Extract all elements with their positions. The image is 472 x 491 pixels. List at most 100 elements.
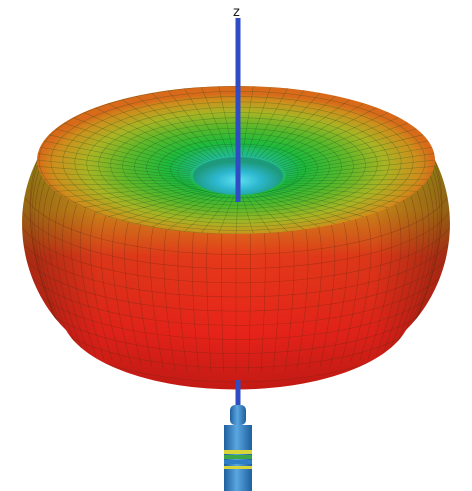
- mesh-radial: [218, 86, 235, 157]
- mesh-radial: [274, 188, 389, 208]
- antenna-tip: [230, 405, 246, 425]
- mesh-meridian: [408, 170, 441, 337]
- mesh-radial: [48, 182, 193, 186]
- mesh-radial: [246, 195, 271, 234]
- mesh-radial: [277, 117, 400, 165]
- mesh-radial: [277, 187, 400, 203]
- mesh-radial: [274, 112, 389, 164]
- mesh-radial: [284, 178, 429, 182]
- mesh-meridian: [220, 233, 224, 373]
- mesh-radial: [55, 184, 195, 192]
- mesh-meridian: [136, 224, 153, 368]
- mesh-radial: [258, 193, 321, 228]
- mesh-radial: [284, 140, 429, 172]
- mesh-meridian: [62, 199, 90, 354]
- mesh-meridian: [375, 204, 402, 356]
- torus-side-mesh: [22, 160, 450, 390]
- mesh-radial: [261, 95, 336, 159]
- mesh-meridian: [100, 215, 122, 363]
- mesh-radial: [55, 128, 195, 168]
- mesh-radial: [83, 188, 202, 208]
- antenna-band-blue: [224, 460, 252, 464]
- mesh-meridian: [403, 180, 434, 343]
- mesh-radial: [151, 193, 218, 228]
- mesh-meridian: [319, 224, 336, 368]
- mesh-radial: [268, 103, 365, 161]
- mesh-radial: [37, 166, 191, 179]
- mesh-meridian: [70, 204, 97, 356]
- mesh-radial: [283, 134, 424, 170]
- mesh-radial: [151, 92, 218, 159]
- mesh-meridian: [367, 208, 393, 359]
- mesh-radial: [246, 87, 271, 157]
- mesh-latitude: [23, 269, 449, 340]
- mesh-radial: [121, 99, 211, 160]
- mesh-radial: [83, 112, 202, 164]
- mesh-radial: [241, 195, 254, 234]
- mesh-meridian: [150, 227, 164, 370]
- mesh-latitude: [22, 198, 450, 269]
- mesh-radial: [108, 191, 208, 217]
- antenna: [224, 405, 252, 491]
- mesh-meridian: [389, 195, 418, 351]
- mesh-meridian: [399, 185, 430, 346]
- mesh-latitude: [22, 254, 450, 326]
- mesh-radial: [265, 99, 351, 160]
- mesh-radial: [218, 195, 235, 234]
- mesh-radial: [285, 166, 435, 179]
- mesh-latitude: [22, 240, 450, 312]
- mesh-radial: [281, 184, 417, 192]
- antenna-band-yellow-2: [224, 466, 252, 469]
- mesh-meridian: [112, 219, 132, 365]
- mesh-meridian: [34, 175, 66, 340]
- mesh-radial: [281, 128, 417, 168]
- mesh-radial: [43, 178, 192, 182]
- mesh-radial: [40, 172, 191, 180]
- mesh-radial: [201, 87, 230, 157]
- mesh-meridian: [272, 232, 281, 372]
- mesh-radial: [121, 192, 211, 221]
- mesh-radial: [283, 182, 424, 186]
- mesh-radial: [167, 90, 222, 158]
- mesh-radial: [268, 191, 364, 217]
- mesh-meridian: [410, 165, 442, 334]
- mesh-radial: [107, 103, 208, 161]
- mesh-meridian: [89, 212, 113, 361]
- mesh-meridian: [359, 212, 383, 361]
- mesh-radial: [271, 107, 377, 163]
- mesh-radial: [254, 194, 305, 230]
- mesh-radial: [43, 140, 192, 172]
- mesh-meridian: [124, 222, 142, 367]
- antenna-band-yellow: [224, 450, 252, 454]
- mesh-radial: [250, 195, 288, 232]
- mesh-meridian: [248, 233, 252, 373]
- mesh-meridian: [406, 175, 438, 340]
- mesh-meridian: [285, 230, 295, 372]
- antenna-band-green: [224, 455, 252, 459]
- mesh-radial: [37, 153, 191, 175]
- mesh-radial: [250, 88, 288, 157]
- mesh-radial: [254, 90, 305, 158]
- mesh-radial: [271, 189, 377, 213]
- mesh-radial: [63, 185, 197, 198]
- mesh-meridian: [260, 233, 266, 373]
- mesh-radial: [201, 195, 230, 234]
- mesh-meridian: [308, 227, 322, 370]
- mesh-meridian: [42, 185, 73, 346]
- mesh-meridian: [191, 232, 200, 372]
- mesh-radial: [136, 95, 215, 159]
- mesh-radial: [285, 146, 433, 173]
- mesh-radial: [265, 192, 351, 221]
- mesh-radial: [37, 159, 191, 177]
- mesh-radial: [48, 134, 193, 170]
- mesh-radial: [285, 153, 435, 175]
- z-axis-label: z: [233, 5, 240, 20]
- mesh-radial: [95, 107, 205, 163]
- mesh-radial: [279, 185, 409, 198]
- mesh-meridian: [410, 160, 443, 331]
- mesh-meridian: [31, 170, 64, 337]
- mesh-radial: [285, 159, 435, 177]
- mesh-meridian: [394, 190, 424, 348]
- mesh-meridian: [340, 219, 360, 365]
- mesh-meridian: [29, 160, 62, 331]
